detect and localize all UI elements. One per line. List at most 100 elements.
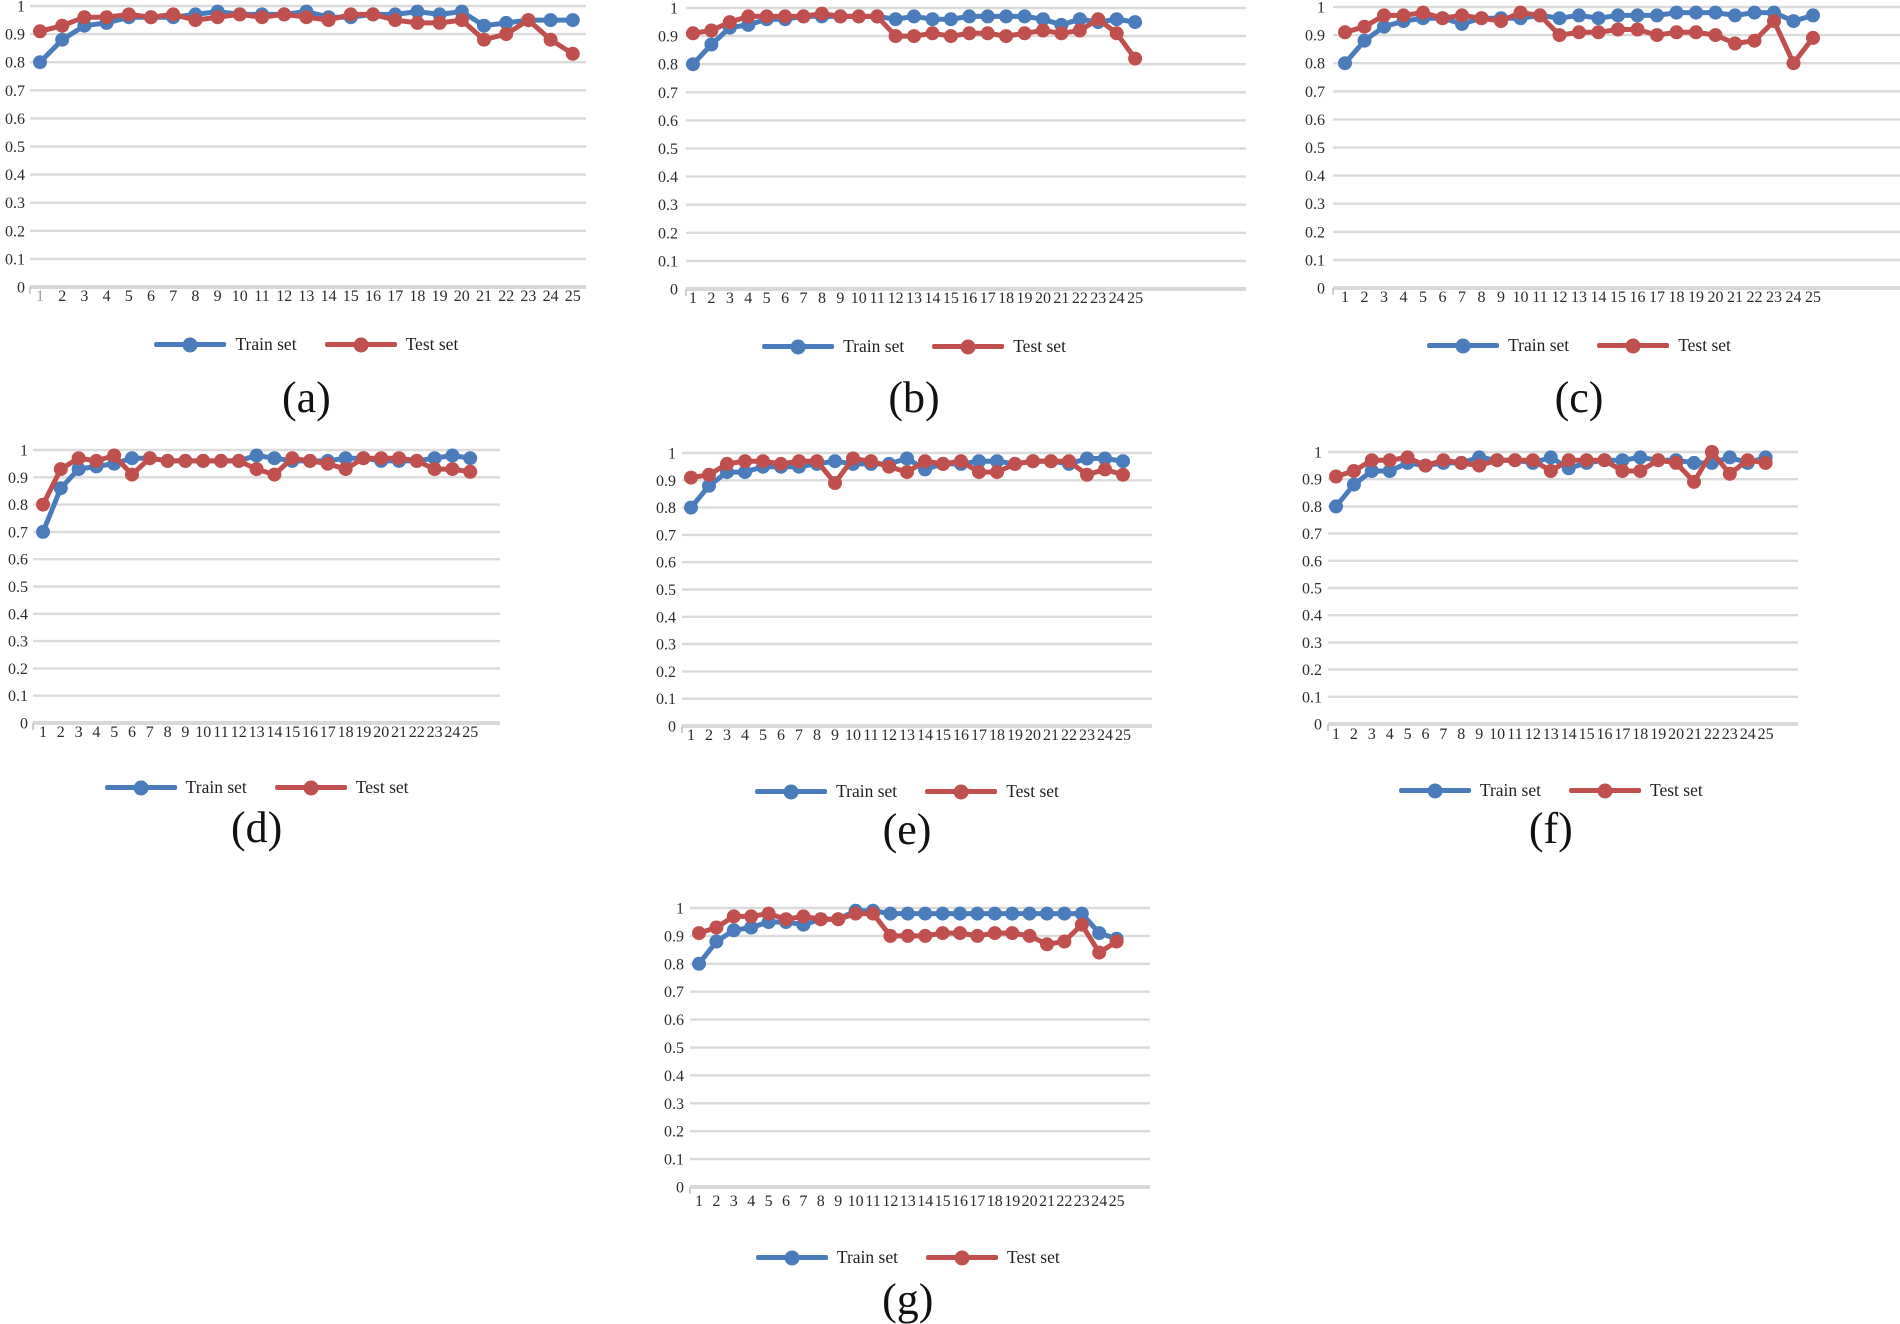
x-tick-label: 12	[231, 724, 247, 741]
x-tick-label: 14	[917, 1193, 933, 1210]
y-tick-label: 0.3	[656, 637, 676, 654]
data-point-test	[1508, 453, 1522, 468]
x-tick-label: 15	[943, 290, 959, 307]
data-point-train	[33, 55, 47, 70]
x-tick-label: 24	[1109, 290, 1125, 307]
data-point-train	[1128, 15, 1143, 30]
x-tick-label: 8	[1478, 289, 1486, 306]
y-tick-label: 0.5	[1302, 581, 1322, 598]
x-tick-label: 23	[1090, 290, 1106, 307]
data-point-train	[1728, 8, 1742, 23]
data-point-test	[178, 453, 193, 468]
x-tick-label: 19	[355, 724, 371, 741]
data-point-test	[1382, 453, 1397, 468]
x-tick-label: 13	[298, 288, 314, 305]
x-tick-label: 5	[759, 727, 767, 744]
x-tick-label: 6	[1422, 726, 1430, 743]
x-tick-label: 1	[1341, 289, 1349, 306]
data-point-test	[907, 29, 921, 44]
series-test	[684, 451, 1130, 490]
y-tick-label: 0.2	[656, 664, 676, 681]
x-tick-label: 21	[391, 724, 407, 741]
data-point-test	[935, 926, 950, 941]
y-tick-label: 0.9	[8, 470, 28, 487]
x-tick-label: 7	[169, 288, 177, 305]
x-tick-label: 12	[881, 727, 897, 744]
data-point-test	[1400, 450, 1415, 465]
data-point-test	[722, 15, 737, 30]
data-point-train	[1708, 5, 1723, 20]
x-tick-label: 2	[1350, 726, 1358, 743]
x-tick-label: 18	[987, 1193, 1003, 1210]
legend-item-train: Train set	[755, 1247, 898, 1267]
x-tick-label: 7	[1439, 726, 1447, 743]
x-tick-label: 9	[836, 290, 844, 307]
legend-label-train: Train set	[1508, 335, 1570, 355]
legend-label-train: Train set	[836, 1247, 898, 1267]
x-tick-label: 21	[1686, 726, 1702, 743]
x-tick-label: 17	[969, 1193, 985, 1210]
data-point-test	[188, 13, 203, 28]
x-tick-label: 1	[687, 727, 695, 744]
data-point-test	[720, 456, 734, 471]
y-tick-label: 0.6	[8, 552, 28, 569]
x-tick-label: 22	[1056, 1193, 1072, 1210]
legend-item-test: Test set	[274, 778, 409, 797]
x-tick-label: 1	[39, 724, 47, 741]
x-tick-label: 11	[863, 727, 878, 744]
data-point-test	[1767, 14, 1781, 29]
data-point-test	[792, 454, 806, 469]
data-point-train	[1036, 12, 1050, 27]
x-tick-label: 4	[744, 290, 752, 307]
x-tick-label: 12	[882, 1193, 898, 1210]
y-tick-label: 1	[1314, 445, 1322, 462]
data-point-train	[900, 451, 914, 466]
x-tick-label: 19	[432, 288, 448, 305]
x-tick-label: 14	[917, 727, 933, 744]
y-tick-label: 0.4	[1302, 608, 1322, 625]
data-point-test	[121, 7, 136, 22]
data-point-test	[1806, 30, 1820, 45]
data-point-test	[1474, 11, 1489, 26]
data-point-test	[778, 9, 793, 24]
data-point-train	[1591, 11, 1606, 26]
data-point-test	[833, 9, 848, 24]
series-test	[1338, 5, 1820, 71]
x-tick-label: 24	[1091, 1193, 1107, 1210]
data-point-test	[1687, 474, 1701, 489]
x-tick-label: 13	[900, 1193, 916, 1210]
legend-item-train: Train set	[104, 778, 247, 797]
legend-item-train: Train set	[1427, 335, 1570, 355]
x-tick-label: 14	[266, 724, 282, 741]
data-point-train	[692, 956, 706, 971]
data-point-test	[338, 462, 353, 477]
x-tick-label: 7	[800, 290, 808, 307]
data-point-test	[1525, 453, 1540, 468]
legend-item-test: Test set	[925, 1248, 1060, 1267]
data-point-test	[1704, 445, 1719, 459]
data-point-test	[1357, 19, 1372, 34]
data-point-test	[738, 454, 752, 469]
y-tick-label: 0	[1317, 281, 1325, 298]
legend-e: Train set Test set	[755, 782, 1059, 801]
data-point-test	[1072, 23, 1087, 38]
y-tick-label: 0.4	[656, 609, 676, 626]
data-point-test	[999, 29, 1014, 44]
chart-caption-a: (a)	[281, 373, 331, 422]
x-tick-label: 11	[213, 724, 228, 741]
chart-canvas-e: 10.90.80.70.60.50.40.30.20.10 1 2 3 4 5 6 7 8 9 10…	[656, 446, 1152, 744]
data-point-test	[1040, 937, 1054, 952]
x-tick-label: 14	[1591, 289, 1607, 306]
y-tick-label: 0.7	[1305, 84, 1325, 101]
x-tick-label: 2	[57, 724, 65, 741]
x-tick-label: 16	[365, 288, 381, 305]
data-point-train	[738, 465, 752, 480]
data-point-test	[870, 9, 885, 24]
data-point-test	[1651, 453, 1666, 468]
data-point-train	[1722, 450, 1737, 465]
data-point-train	[980, 9, 995, 24]
data-point-test	[1026, 454, 1040, 469]
legend-item-test: Test set	[932, 337, 1066, 356]
x-tick-label: 2	[58, 288, 66, 305]
y-tick-label: 0.9	[664, 928, 684, 945]
